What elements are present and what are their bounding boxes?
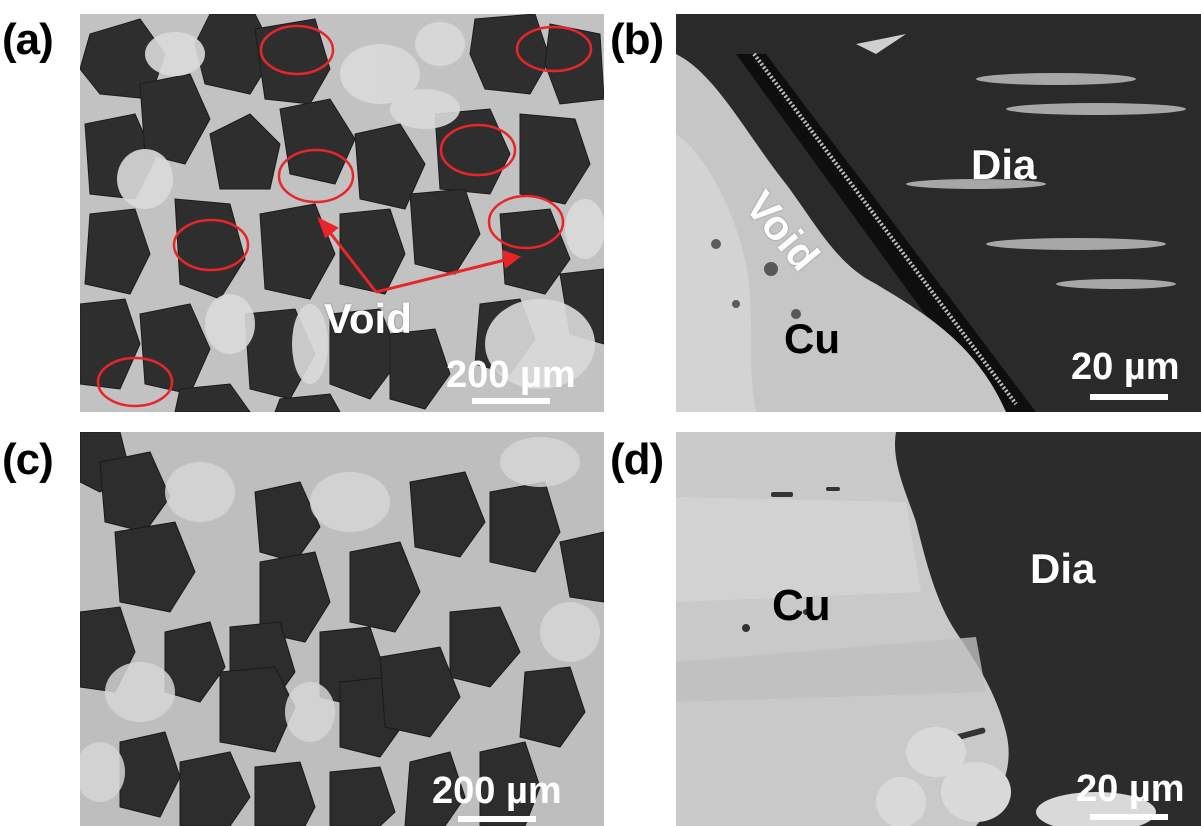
scale-bar-label-b: 20 µm bbox=[1071, 346, 1180, 388]
scale-bar-c bbox=[458, 816, 536, 822]
panel-d-image bbox=[676, 432, 1201, 826]
scale-bar-d bbox=[1090, 814, 1168, 820]
panel-b-letter: (b) bbox=[610, 15, 664, 64]
copper-label-d: Cu bbox=[772, 581, 831, 630]
panel-d-letter: (d) bbox=[610, 435, 664, 484]
void-annotation-label: Void bbox=[324, 295, 412, 342]
panel-d-micrograph: Cu Dia 20 µm bbox=[676, 432, 1201, 826]
scale-bar-label-a: 200 µm bbox=[446, 354, 576, 396]
diamond-label-d: Dia bbox=[1030, 545, 1096, 592]
diamond-label-b: Dia bbox=[971, 141, 1037, 188]
panel-a-letter: (a) bbox=[2, 15, 54, 64]
scale-bar-label-d: 20 µm bbox=[1076, 768, 1185, 810]
panel-c-letter: (c) bbox=[2, 435, 54, 484]
panel-c-image bbox=[80, 432, 604, 826]
panel-b-image bbox=[676, 14, 1201, 412]
scale-bar-label-c: 200 µm bbox=[432, 770, 562, 812]
scale-bar-b bbox=[1090, 394, 1168, 400]
copper-label-b: Cu bbox=[784, 315, 840, 362]
panel-a-micrograph: Void 200 µm bbox=[80, 14, 604, 412]
panel-b-micrograph: Void Dia Cu 20 µm bbox=[676, 14, 1201, 412]
panel-a-image bbox=[80, 14, 604, 412]
scale-bar-a bbox=[472, 398, 550, 404]
panel-c-micrograph: 200 µm bbox=[80, 432, 604, 826]
